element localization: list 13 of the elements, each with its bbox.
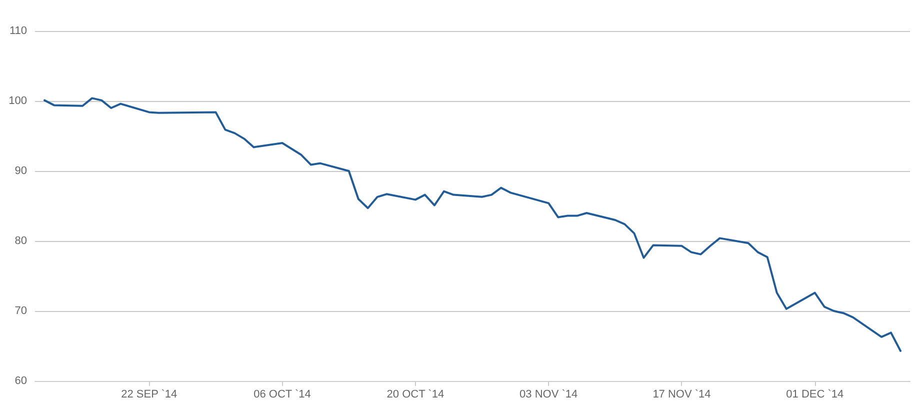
x-tick-label: 01 DEC `14 [786,388,844,400]
x-tick-label: 20 OCT `14 [386,388,444,400]
x-tick-label: 22 SEP `14 [121,388,178,400]
line-series [44,97,902,352]
x-tick-label: 17 NOV `14 [652,388,711,400]
x-tick-label: 03 NOV `14 [520,388,578,400]
y-tick-label: 110 [9,25,27,37]
y-tick-label: 60 [14,375,27,387]
y-tick-label: 90 [14,165,27,177]
y-tick-label: 100 [8,95,27,107]
y-tick-label: 80 [14,235,27,247]
y-tick-label: 70 [14,305,27,317]
x-tick-label: 06 OCT `14 [254,388,311,400]
